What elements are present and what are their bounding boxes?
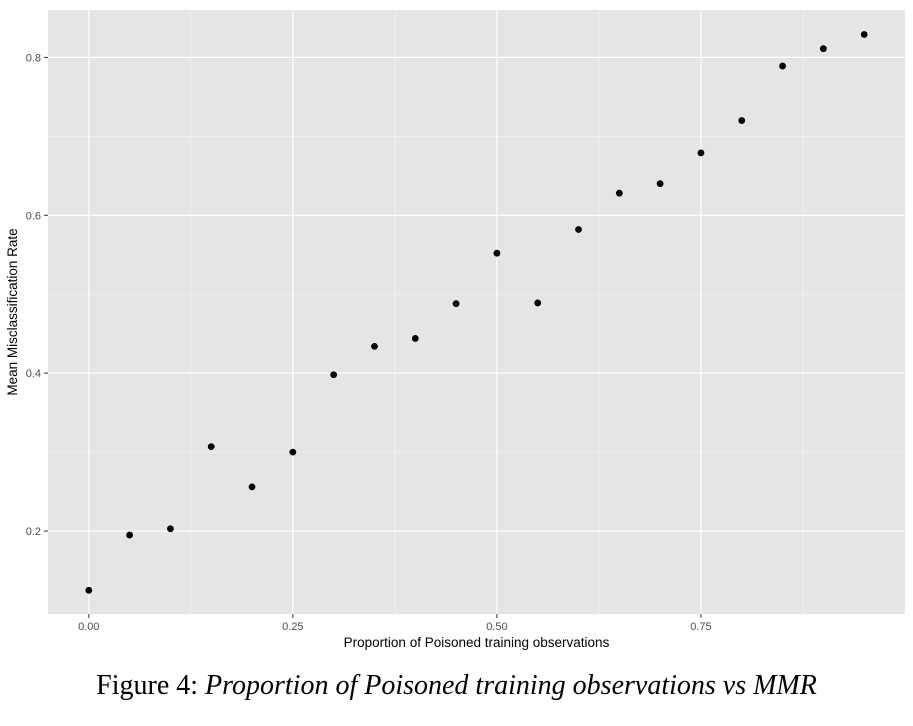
data-point xyxy=(656,180,664,188)
data-point xyxy=(697,149,705,157)
y-axis-title: Mean Misclassification Rate xyxy=(5,228,20,395)
x-tick-label: 0.75 xyxy=(690,621,711,633)
x-tick-label: 0.25 xyxy=(282,621,303,633)
data-point xyxy=(534,299,542,307)
data-point xyxy=(85,586,93,594)
caption-text: Proportion of Poisoned training observat… xyxy=(205,670,817,701)
major-gridlines xyxy=(48,10,905,614)
data-point xyxy=(819,45,827,53)
data-point xyxy=(248,483,256,491)
minor-gridlines xyxy=(48,10,905,614)
data-point xyxy=(207,443,215,451)
caption-label: Figure 4: xyxy=(96,670,199,701)
y-axis-ticks: 0.2 0.4 0.6 0.8 xyxy=(26,52,48,538)
plot-panel xyxy=(48,10,905,614)
data-point xyxy=(575,226,582,233)
y-tick-label: 0.8 xyxy=(26,52,41,64)
x-tick-label: 0.00 xyxy=(78,621,99,633)
data-points xyxy=(85,31,868,594)
data-point xyxy=(126,531,134,539)
x-axis-ticks: 0.00 0.25 0.50 0.75 xyxy=(78,614,712,633)
data-point xyxy=(452,300,460,308)
data-point xyxy=(330,371,338,379)
x-axis-title: Proportion of Poisoned training observat… xyxy=(344,635,610,650)
figure-caption: Figure 4: Proportion of Poisoned trainin… xyxy=(0,670,913,702)
y-tick-label: 0.2 xyxy=(26,526,41,538)
data-point xyxy=(779,62,786,70)
y-tick-label: 0.6 xyxy=(26,210,41,222)
data-point xyxy=(167,525,174,533)
data-point xyxy=(371,342,378,350)
data-point xyxy=(289,448,297,456)
data-point xyxy=(738,117,746,124)
data-point xyxy=(860,31,868,38)
x-tick-label: 0.50 xyxy=(486,621,507,633)
data-point xyxy=(493,249,501,257)
data-point xyxy=(615,189,623,197)
scatter-plot: 0.00 0.25 0.50 0.75 0.2 0.4 0.6 0.8 Proportion… xyxy=(5,10,905,650)
y-tick-label: 0.4 xyxy=(26,368,41,380)
data-point xyxy=(411,335,419,342)
